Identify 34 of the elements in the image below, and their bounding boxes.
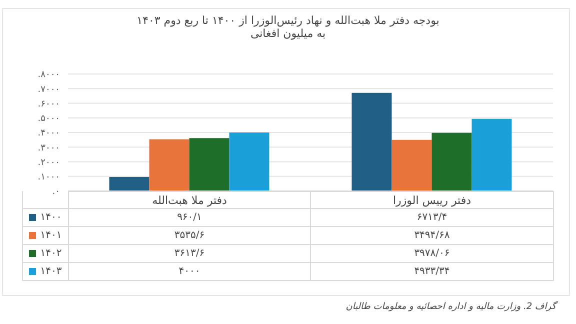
y-tick-label: ۶۰۰۰.: [38, 99, 60, 110]
bar: [432, 132, 472, 191]
legend-label: ۱۴۰۱: [40, 230, 62, 241]
text: گراف 2. وزارت مالیه و اداره احصائیه و معلومات طالبان: [346, 302, 556, 312]
chart-title: بودجه دفتر ملا هبت‌الله و نهاد رئیس‌الوزرا از ۱۴۰۰ تا ربع دوم ۱۴۰۳: [136, 14, 440, 27]
y-tick-label: ۷۰۰۰.: [38, 84, 60, 95]
y-tick-label: ۵۰۰۰.: [38, 114, 60, 124]
bar: [472, 118, 512, 191]
data-label: ۴۰۰۰: [69, 263, 311, 281]
legend-label: ۱۴۰۰: [40, 212, 62, 223]
bar: [149, 139, 190, 191]
data-label: ۶۷۱۳/۴: [311, 209, 554, 227]
bar: [109, 176, 150, 191]
y-tick-label: ۰.: [52, 187, 60, 198]
chart-subtitle: به میلیون افغانی: [249, 27, 327, 40]
legend-label: ۱۴۰۲: [40, 248, 62, 259]
y-tick-label: ۲۰۰۰.: [38, 158, 60, 168]
x-tick-label: دفتر رییس الوزرا: [311, 191, 554, 209]
legend-label: ۱۴۰۳: [40, 266, 62, 277]
bar: [229, 132, 270, 191]
y-tick-label: ۳۰۰۰.: [38, 143, 60, 154]
bar: [189, 138, 230, 191]
data-label: ۳۵۳۵/۶: [69, 227, 311, 245]
y-tick-label: ۸۰۰۰.: [38, 70, 60, 80]
data-label: ۳۹۷۸/۰۶: [311, 245, 554, 263]
data-label: ۳۴۹۴/۶۸: [311, 227, 554, 245]
data-label: ۹۶۰/۱: [69, 209, 311, 227]
bar: [352, 92, 392, 191]
data-label: ۴۹۳۳/۳۴: [311, 263, 554, 281]
y-tick-label: ۱۰۰۰.: [38, 172, 60, 183]
data-label: ۳۶۱۳/۶: [69, 245, 311, 263]
y-tick-label: ۴۰۰۰.: [38, 128, 60, 139]
x-tick-label: دفتر ملا هبت‌الله: [69, 191, 311, 209]
bar: [392, 140, 432, 191]
